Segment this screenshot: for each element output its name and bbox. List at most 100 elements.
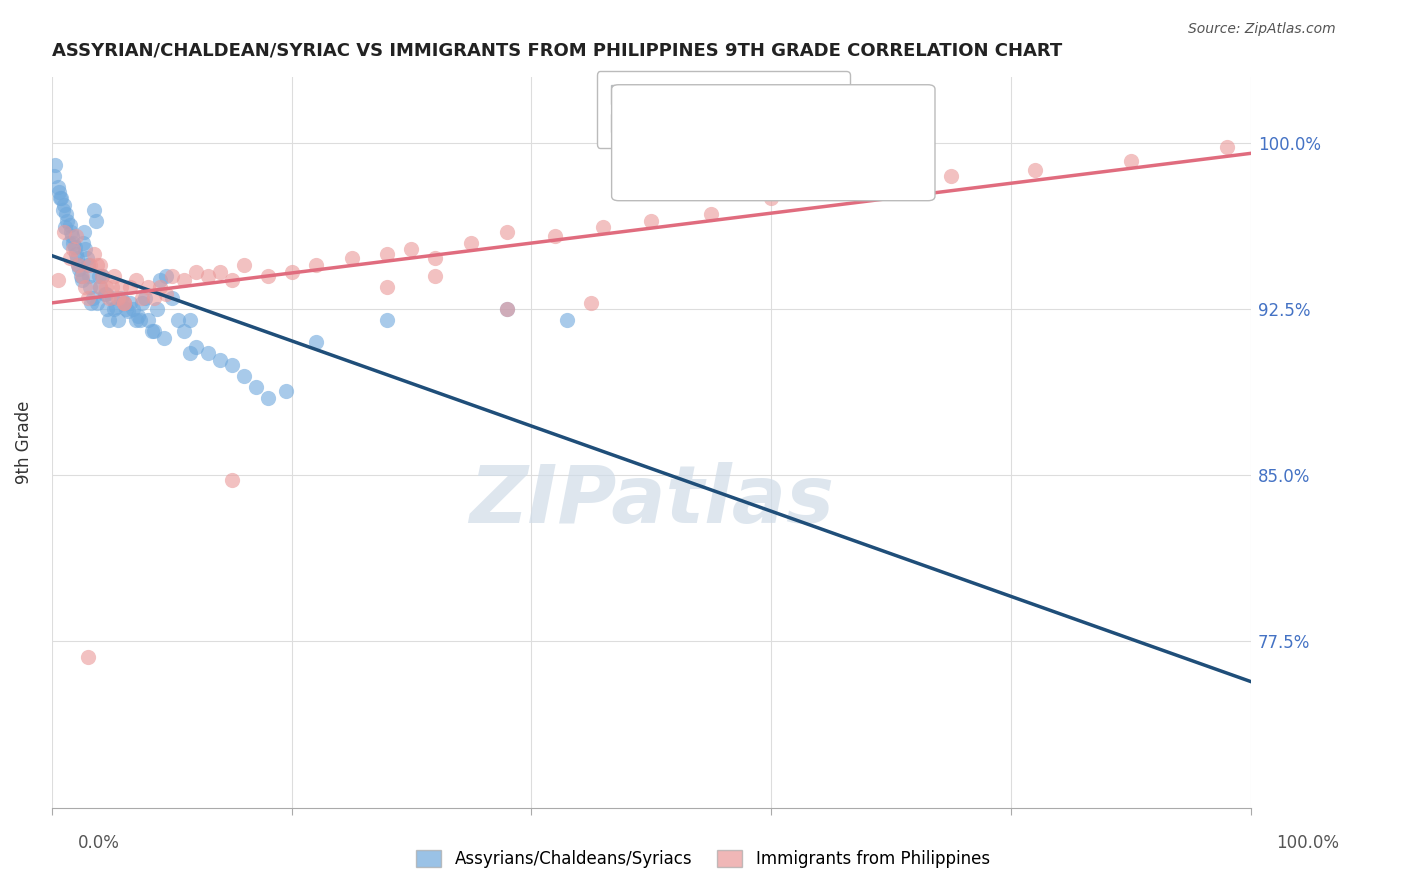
Point — [89, 280, 111, 294]
Point — [197, 346, 219, 360]
Point — [65, 247, 87, 261]
Point — [118, 295, 141, 310]
Point — [98, 291, 121, 305]
Point — [221, 358, 243, 372]
Point — [208, 264, 231, 278]
Point — [112, 295, 135, 310]
Point — [51, 202, 73, 217]
Point — [939, 169, 962, 184]
Point — [48, 185, 70, 199]
Point — [67, 258, 90, 272]
Point — [184, 340, 207, 354]
Text: 100.0%: 100.0% — [1277, 834, 1339, 852]
Point — [544, 229, 567, 244]
Point — [221, 273, 243, 287]
Point — [592, 220, 614, 235]
Point — [136, 313, 159, 327]
Point — [401, 243, 423, 257]
Text: ZIPatlas: ZIPatlas — [468, 461, 834, 540]
Point — [581, 295, 603, 310]
Point — [75, 243, 97, 257]
Point — [1119, 153, 1142, 168]
Point — [70, 273, 93, 287]
Point — [103, 268, 125, 283]
Point — [173, 273, 195, 287]
Legend: Assyrians/Chaldeans/Syriacs, Immigrants from Philippines: Assyrians/Chaldeans/Syriacs, Immigrants … — [409, 843, 997, 875]
Point — [60, 229, 83, 244]
Point — [76, 258, 98, 272]
Point — [49, 191, 72, 205]
Text: Source: ZipAtlas.com: Source: ZipAtlas.com — [1188, 22, 1336, 37]
Point — [53, 220, 76, 235]
Point — [131, 291, 153, 305]
Point — [62, 235, 84, 250]
Point — [131, 295, 153, 310]
Point — [100, 280, 122, 294]
Point — [94, 286, 117, 301]
Point — [127, 309, 149, 323]
Point — [77, 268, 100, 283]
Point — [160, 268, 183, 283]
Point — [107, 291, 129, 305]
Point — [44, 169, 66, 184]
Point — [83, 247, 105, 261]
Point — [425, 252, 447, 266]
Point — [51, 191, 73, 205]
Point — [112, 295, 135, 310]
Y-axis label: 9th Grade: 9th Grade — [15, 401, 32, 483]
Point — [129, 313, 152, 327]
Point — [274, 384, 297, 399]
Point — [70, 268, 93, 283]
Point — [232, 368, 254, 383]
Point — [82, 291, 104, 305]
Point — [377, 247, 399, 261]
Point — [245, 380, 267, 394]
Point — [496, 302, 519, 317]
Point — [142, 291, 165, 305]
Point — [55, 207, 77, 221]
Point — [820, 185, 842, 199]
Point — [89, 258, 111, 272]
Point — [63, 240, 86, 254]
Point — [117, 304, 139, 318]
Point — [115, 302, 138, 317]
Point — [197, 268, 219, 283]
Point — [76, 291, 98, 305]
Point — [557, 313, 579, 327]
Point — [56, 213, 79, 227]
Point — [72, 235, 94, 250]
Point — [125, 313, 148, 327]
Legend: R =  -0.184   N = 81, R =  0.192   N = 63: R = -0.184 N = 81, R = 0.192 N = 63 — [596, 71, 849, 147]
Point — [79, 280, 101, 294]
Point — [107, 313, 129, 327]
Point — [179, 313, 201, 327]
Point — [110, 280, 132, 294]
Point — [496, 225, 519, 239]
Point — [76, 252, 98, 266]
Point — [52, 198, 75, 212]
Point — [142, 324, 165, 338]
Point — [141, 324, 163, 338]
Point — [100, 291, 122, 305]
Point — [76, 650, 98, 665]
Text: 0.0%: 0.0% — [77, 834, 120, 852]
Point — [84, 213, 107, 227]
Point — [256, 268, 278, 283]
Point — [59, 218, 82, 232]
Point — [103, 302, 125, 317]
Point — [58, 235, 80, 250]
Point — [155, 286, 177, 301]
Point — [304, 335, 326, 350]
Point — [153, 331, 176, 345]
Point — [640, 213, 662, 227]
Text: ASSYRIAN/CHALDEAN/SYRIAC VS IMMIGRANTS FROM PHILIPPINES 9TH GRADE CORRELATION CH: ASSYRIAN/CHALDEAN/SYRIAC VS IMMIGRANTS F… — [52, 42, 1062, 60]
Point — [69, 268, 91, 283]
Point — [232, 258, 254, 272]
Point — [112, 295, 135, 310]
Point — [184, 264, 207, 278]
Point — [221, 473, 243, 487]
Point — [134, 291, 156, 305]
Point — [91, 268, 114, 283]
Point — [173, 324, 195, 338]
Point — [86, 295, 108, 310]
